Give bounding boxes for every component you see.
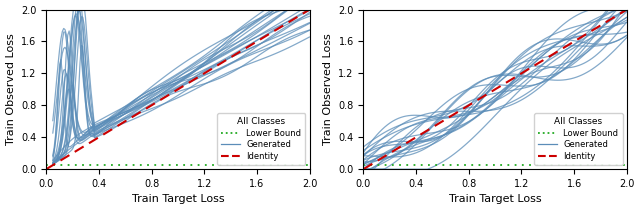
Y-axis label: Train Observed Loss: Train Observed Loss: [323, 33, 333, 145]
Legend: Lower Bound, Generated, Identity: Lower Bound, Generated, Identity: [217, 113, 305, 165]
Y-axis label: Train Observed Loss: Train Observed Loss: [6, 33, 15, 145]
X-axis label: Train Target Loss: Train Target Loss: [449, 194, 541, 205]
X-axis label: Train Target Loss: Train Target Loss: [132, 194, 224, 205]
Legend: Lower Bound, Generated, Identity: Lower Bound, Generated, Identity: [534, 113, 623, 165]
